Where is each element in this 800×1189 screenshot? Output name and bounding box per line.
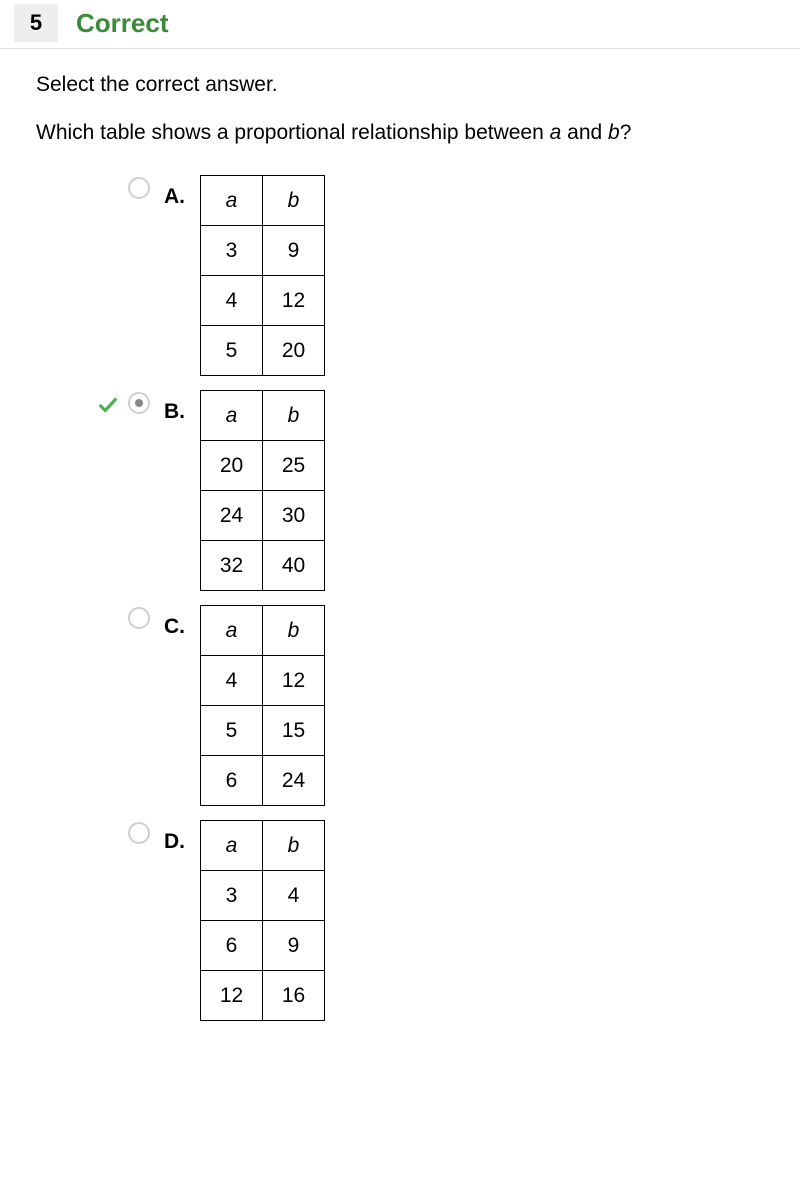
- option-label: A.: [164, 175, 200, 209]
- table-cell: 12: [201, 971, 263, 1021]
- radio-button[interactable]: [128, 177, 150, 199]
- table-cell: 12: [263, 656, 325, 706]
- question-header: 5 Correct: [0, 0, 800, 49]
- column-header-a: a: [201, 391, 263, 441]
- question-text: Which table shows a proportional relatio…: [36, 121, 764, 145]
- check-slot: [94, 175, 122, 179]
- column-header-b: b: [263, 176, 325, 226]
- option-table: ab412515624: [200, 605, 325, 806]
- table-cell: 9: [263, 921, 325, 971]
- table-cell: 4: [201, 656, 263, 706]
- table-cell: 4: [201, 276, 263, 326]
- question-prefix: Which table shows a proportional relatio…: [36, 121, 550, 144]
- option-row[interactable]: C.ab412515624: [94, 605, 764, 806]
- table-row: 69: [201, 921, 325, 971]
- table-cell: 24: [263, 756, 325, 806]
- table-cell: 3: [201, 226, 263, 276]
- table-cell: 30: [263, 491, 325, 541]
- option-row[interactable]: B.ab202524303240: [94, 390, 764, 591]
- question-suffix: ?: [620, 121, 632, 144]
- table-cell: 16: [263, 971, 325, 1021]
- table-row: 412: [201, 656, 325, 706]
- check-slot: [94, 820, 122, 824]
- table-cell: 4: [263, 871, 325, 921]
- column-header-a: a: [201, 821, 263, 871]
- table-row: 34: [201, 871, 325, 921]
- table-cell: 20: [201, 441, 263, 491]
- options-list: A.ab39412520B.ab202524303240C.ab41251562…: [36, 175, 764, 1021]
- column-header-b: b: [263, 391, 325, 441]
- option-row[interactable]: D.ab34691216: [94, 820, 764, 1021]
- table-cell: 32: [201, 541, 263, 591]
- table-cell: 12: [263, 276, 325, 326]
- variable-b: b: [608, 121, 620, 144]
- option-table: ab34691216: [200, 820, 325, 1021]
- prompt-text: Select the correct answer.: [36, 73, 764, 97]
- check-icon: [97, 394, 119, 416]
- option-label: B.: [164, 390, 200, 424]
- radio-button[interactable]: [128, 822, 150, 844]
- question-number: 5: [14, 4, 58, 42]
- option-label: D.: [164, 820, 200, 854]
- table-cell: 5: [201, 326, 263, 376]
- question-content: Select the correct answer. Which table s…: [0, 49, 800, 1055]
- column-header-a: a: [201, 606, 263, 656]
- table-row: 520: [201, 326, 325, 376]
- table-cell: 40: [263, 541, 325, 591]
- table-cell: 25: [263, 441, 325, 491]
- table-row: 412: [201, 276, 325, 326]
- option-label: C.: [164, 605, 200, 639]
- table-row: 624: [201, 756, 325, 806]
- table-row: 2430: [201, 491, 325, 541]
- table-row: 3240: [201, 541, 325, 591]
- table-cell: 24: [201, 491, 263, 541]
- table-cell: 20: [263, 326, 325, 376]
- option-row[interactable]: A.ab39412520: [94, 175, 764, 376]
- column-header-b: b: [263, 821, 325, 871]
- variable-a: a: [550, 121, 562, 144]
- status-label: Correct: [76, 8, 168, 39]
- table-row: 39: [201, 226, 325, 276]
- table-cell: 5: [201, 706, 263, 756]
- table-row: 515: [201, 706, 325, 756]
- table-cell: 6: [201, 921, 263, 971]
- check-slot: [94, 390, 122, 416]
- column-header-a: a: [201, 176, 263, 226]
- check-slot: [94, 605, 122, 609]
- table-cell: 6: [201, 756, 263, 806]
- option-table: ab202524303240: [200, 390, 325, 591]
- table-cell: 3: [201, 871, 263, 921]
- radio-button[interactable]: [128, 392, 150, 414]
- table-row: 2025: [201, 441, 325, 491]
- table-row: 1216: [201, 971, 325, 1021]
- question-between: and: [561, 121, 608, 144]
- table-cell: 9: [263, 226, 325, 276]
- radio-button[interactable]: [128, 607, 150, 629]
- option-table: ab39412520: [200, 175, 325, 376]
- column-header-b: b: [263, 606, 325, 656]
- table-cell: 15: [263, 706, 325, 756]
